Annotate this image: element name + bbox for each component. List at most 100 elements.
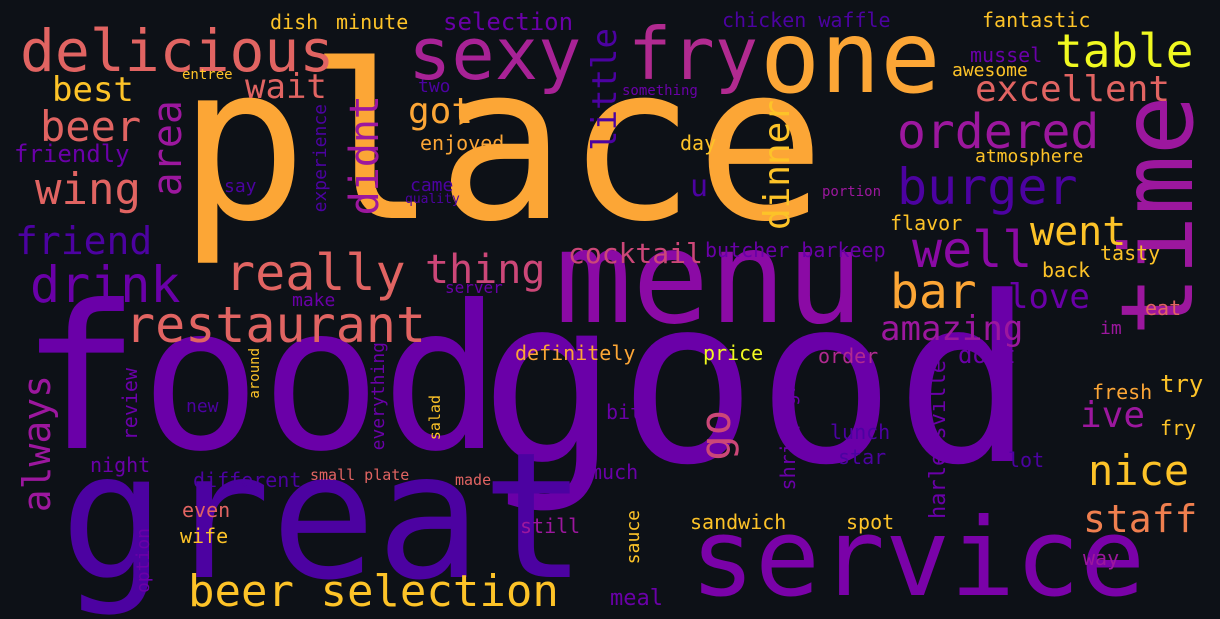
word-lot: lot xyxy=(1008,448,1045,472)
word-mussel: mussel xyxy=(970,43,1043,67)
word-fantastic: fantastic xyxy=(982,8,1091,32)
word-quality: quality xyxy=(405,192,460,207)
word-eat: eat xyxy=(1145,296,1182,320)
word-really: really xyxy=(225,244,406,302)
word-entree: entree xyxy=(182,67,233,83)
word-little: little xyxy=(585,28,625,151)
word-best: best xyxy=(52,70,134,110)
word-even: even xyxy=(182,498,231,522)
word-awesome: awesome xyxy=(952,60,1028,81)
word-say: say xyxy=(224,176,257,197)
word-new: new xyxy=(186,396,219,417)
word-selection: selection xyxy=(443,8,574,36)
word-order: order xyxy=(818,344,879,368)
word-food: food xyxy=(20,263,502,496)
word-dont: dont xyxy=(958,341,1016,369)
word-much: much xyxy=(590,460,639,484)
word-bar: bar xyxy=(890,264,977,320)
word-love: love xyxy=(1008,277,1090,317)
word-sauce: sauce xyxy=(623,510,644,565)
word-u: u xyxy=(690,169,709,204)
word-ordered: ordered xyxy=(897,104,1100,160)
word-table: table xyxy=(1055,24,1194,78)
word-dinner: dinner xyxy=(757,100,798,231)
word-review: review xyxy=(118,368,142,441)
word-nice: nice xyxy=(1088,446,1190,495)
word-go: go xyxy=(691,410,740,461)
word-atmosphere: atmosphere xyxy=(975,146,1084,167)
word-lunch: lunch xyxy=(830,420,891,444)
word-drink: drink xyxy=(30,256,181,314)
word-wait: wait xyxy=(245,67,327,107)
word-place: place xyxy=(178,18,826,269)
word-way: way xyxy=(1083,546,1120,570)
word-well: well xyxy=(912,221,1033,279)
word-meal: meal xyxy=(610,586,663,611)
word-small-plate: small plate xyxy=(310,466,410,484)
word-went: went xyxy=(1030,209,1127,255)
word-always: always xyxy=(15,375,59,513)
word-ive: ive xyxy=(1080,395,1146,436)
word-friendly: friendly xyxy=(14,140,130,168)
word-beer: beer xyxy=(40,102,142,151)
word-didnt: didnt xyxy=(342,95,388,216)
word-everything: everything xyxy=(368,342,389,451)
word-two: two xyxy=(418,76,451,97)
word-something: something xyxy=(622,83,698,99)
word-flavor: flavor xyxy=(890,211,963,235)
word-made: made xyxy=(455,471,492,489)
word-beer-selection: beer selection xyxy=(188,566,559,617)
word-one: one xyxy=(760,0,941,116)
word-thing: thing xyxy=(425,247,546,293)
word-harleysville: harleysville xyxy=(926,360,951,519)
word-got: got xyxy=(408,91,474,132)
word-staff: staff xyxy=(1083,497,1198,541)
word-around: around xyxy=(247,348,263,399)
word-sexy: sexy xyxy=(408,12,582,96)
word-price: price xyxy=(703,341,764,365)
word-wing: wing xyxy=(35,164,141,215)
word-make: make xyxy=(292,290,336,311)
word-shrimp-grit: shrimp grit xyxy=(776,358,800,491)
word-option: option xyxy=(133,528,154,594)
word-minute: minute xyxy=(336,10,409,34)
word-server: server xyxy=(445,278,503,297)
word-experience: experience xyxy=(310,104,331,213)
word-area: area xyxy=(145,100,191,197)
word-day: day xyxy=(680,131,717,155)
word-try: try xyxy=(1160,370,1204,398)
word-restaurant: restaurant xyxy=(125,296,427,354)
word-back: back xyxy=(1042,258,1091,282)
word-fresh: fresh xyxy=(1092,380,1153,404)
word-enjoyed: enjoyed xyxy=(420,131,505,155)
word-burger: burger xyxy=(897,158,1078,216)
word-wife: wife xyxy=(180,524,229,548)
word-tasty: tasty xyxy=(1100,241,1161,265)
word-bit: bit xyxy=(606,400,643,424)
word-service: service xyxy=(690,496,1146,619)
word-menu: menu xyxy=(555,204,864,353)
word-dish: dish xyxy=(270,10,319,34)
word-star: star xyxy=(838,445,887,469)
word-amazing: amazing xyxy=(880,309,1024,349)
word-cocktail: cocktail xyxy=(568,237,703,270)
word-great: great xyxy=(60,416,587,619)
word-portion: portion xyxy=(822,184,882,200)
word-excellent: excellent xyxy=(975,69,1171,110)
word-salad: salad xyxy=(426,395,444,441)
word-fry-large: fry xyxy=(628,12,759,96)
word-different: different xyxy=(193,468,302,492)
word-night: night xyxy=(90,453,151,477)
word-fry-small: fry xyxy=(1160,416,1197,440)
word-sandwich: sandwich xyxy=(690,510,787,534)
word-came: came xyxy=(410,175,454,196)
word-still: still xyxy=(520,514,581,538)
word-chicken-waffle: chicken waffle xyxy=(722,8,891,32)
word-butcher-barkeep: butcher barkeep xyxy=(705,238,886,262)
word-definitely: definitely xyxy=(515,341,636,365)
word-delicious: delicious xyxy=(20,17,335,85)
word-im: im xyxy=(1100,318,1122,339)
word-friend: friend xyxy=(15,219,153,263)
word-spot: spot xyxy=(846,510,895,534)
